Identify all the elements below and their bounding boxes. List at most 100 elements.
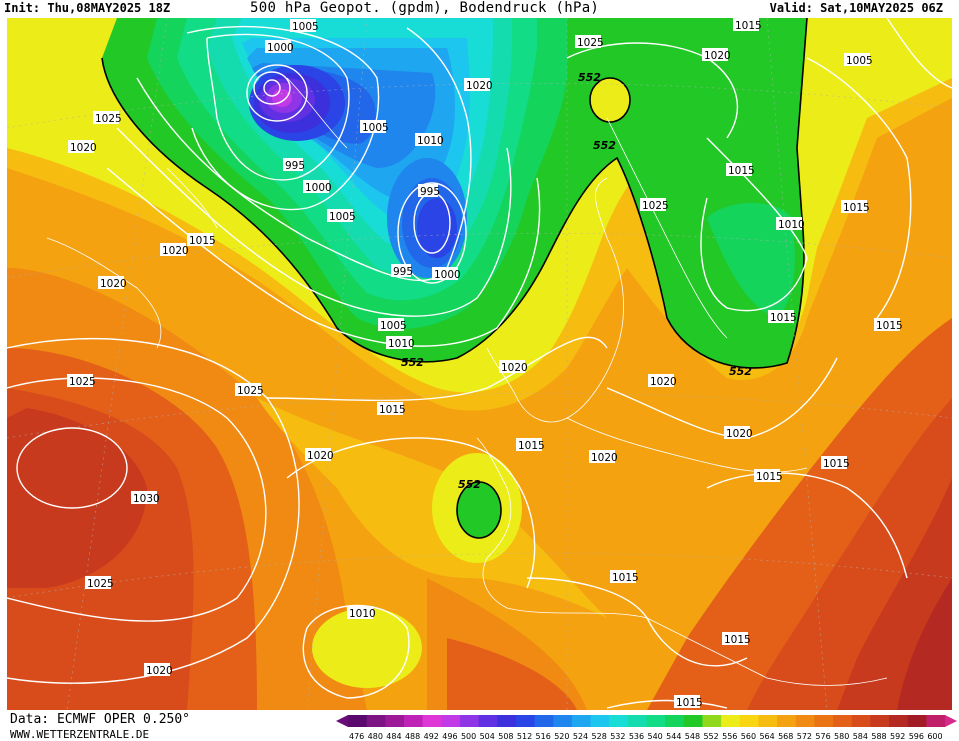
legend-value-label: 508 (498, 732, 513, 740)
legend-arrow-left (336, 715, 348, 727)
isobars (7, 18, 952, 709)
legend-value-label: 544 (666, 732, 681, 740)
pressure-label: 1025 (85, 576, 114, 590)
pressure-label: 1020 (305, 448, 334, 462)
legend-value-label: 524 (573, 732, 588, 740)
legend-value-label: 552 (703, 732, 718, 740)
legend-swatch (870, 715, 890, 727)
pressure-label: 1005 (327, 209, 356, 223)
pressure-label: 1020 (98, 276, 127, 290)
legend-value-label: 484 (386, 732, 401, 740)
pressure-label: 1010 (415, 133, 444, 147)
svg-text:1015: 1015 (735, 20, 762, 32)
norwegian-sea-yellow-hole (590, 78, 630, 122)
svg-text:1020: 1020 (100, 278, 127, 290)
svg-text:1025: 1025 (87, 578, 114, 590)
pressure-label: 1010 (386, 336, 415, 350)
legend-swatch (851, 715, 871, 727)
svg-text:1015: 1015 (676, 697, 703, 709)
pressure-label: 1015 (674, 695, 703, 709)
svg-text:1005: 1005 (362, 122, 389, 134)
legend-swatch (515, 715, 536, 727)
pressure-label: 995 (283, 158, 305, 172)
pressure-label: 1005 (290, 19, 319, 33)
pressure-label: 1020 (68, 140, 97, 154)
svg-text:1015: 1015 (843, 202, 870, 214)
svg-text:1015: 1015 (770, 312, 797, 324)
legend-swatch (459, 715, 480, 727)
svg-text:1000: 1000 (305, 182, 332, 194)
map-canvas: 1005 1000 1025 1020 995 1005 1000 1005 1… (7, 18, 952, 710)
pressure-label: 995 (418, 184, 440, 198)
svg-text:1025: 1025 (95, 113, 122, 125)
pressure-label: 1010 (347, 606, 376, 620)
legend-value-label: 532 (610, 732, 625, 740)
legend-value-label: 488 (405, 732, 420, 740)
pressure-label: 1015 (733, 18, 762, 32)
svg-text:995: 995 (285, 160, 305, 172)
svg-text:1020: 1020 (501, 362, 528, 374)
svg-text:1025: 1025 (69, 376, 96, 388)
legend-value-label: 528 (592, 732, 607, 740)
legend-value-label: 548 (685, 732, 700, 740)
svg-text:1020: 1020 (70, 142, 97, 154)
pressure-label: 1015 (722, 632, 751, 646)
svg-text:1010: 1010 (417, 135, 444, 147)
legend-swatch (348, 715, 368, 727)
svg-text:1020: 1020 (162, 245, 189, 257)
geopotential-label: 552 (458, 478, 481, 491)
geopotential-map: 1005 1000 1025 1020 995 1005 1000 1005 1… (7, 18, 952, 710)
pressure-label: 1020 (464, 78, 493, 92)
legend-value-label: 496 (442, 732, 457, 740)
pressure-label: 1000 (432, 267, 461, 281)
pressure-label: 1000 (303, 180, 332, 194)
svg-text:1025: 1025 (642, 200, 669, 212)
legend-value-label: 540 (648, 732, 663, 740)
contour-552-main (101, 18, 808, 369)
svg-text:1005: 1005 (380, 320, 407, 332)
legend-swatch (590, 715, 610, 727)
legend-value-label: 596 (909, 732, 924, 740)
svg-text:1020: 1020 (146, 665, 173, 677)
legend-swatch (814, 715, 834, 727)
pressure-label: 1025 (575, 35, 604, 49)
pressure-label: 1020 (144, 663, 173, 677)
legend-value-label: 504 (480, 732, 495, 740)
pressure-label: 1015 (841, 200, 870, 214)
legend-value-label: 556 (722, 732, 737, 740)
legend-swatch (758, 715, 778, 727)
legend-value-label: 572 (797, 732, 812, 740)
pressure-label: 1005 (378, 318, 407, 332)
pressure-label: 1025 (640, 198, 669, 212)
svg-text:1025: 1025 (237, 385, 264, 397)
legend-swatch (366, 715, 386, 727)
legend-value-label: 584 (853, 732, 868, 740)
pressure-label: 1005 (844, 53, 873, 67)
legend-value-label: 600 (927, 732, 942, 740)
svg-text:1020: 1020 (466, 80, 493, 92)
svg-text:1010: 1010 (778, 219, 805, 231)
map-header: Init: Thu,08MAY2025 18Z 500 hPa Geopot. … (0, 0, 959, 18)
svg-text:1015: 1015 (612, 572, 639, 584)
legend-swatch (497, 715, 517, 727)
website-label: WWW.WETTERZENTRALE.DE (10, 728, 150, 741)
svg-text:1005: 1005 (292, 21, 319, 33)
iberian-cutoff-552 (457, 482, 501, 538)
field-596-southeast (897, 578, 952, 710)
legend-swatch (739, 715, 759, 727)
legend-value-label: 476 (349, 732, 364, 740)
svg-text:1010: 1010 (349, 608, 376, 620)
pressure-label: 1015 (821, 456, 850, 470)
pressure-label: 1030 (131, 491, 160, 505)
map-title: 500 hPa Geopot. (gpdm), Bodendruck (hPa) (250, 0, 600, 16)
legend-swatch (926, 715, 946, 727)
legend-value-label: 492 (424, 732, 439, 740)
legend-swatch (777, 715, 797, 727)
pressure-label: 1020 (160, 243, 189, 257)
svg-text:1015: 1015 (518, 440, 545, 452)
geopotential-label: 552 (593, 139, 616, 152)
svg-text:1015: 1015 (876, 320, 903, 332)
pressure-label: 1025 (235, 383, 264, 397)
legend-swatch (478, 715, 498, 727)
svg-text:1015: 1015 (189, 235, 216, 247)
